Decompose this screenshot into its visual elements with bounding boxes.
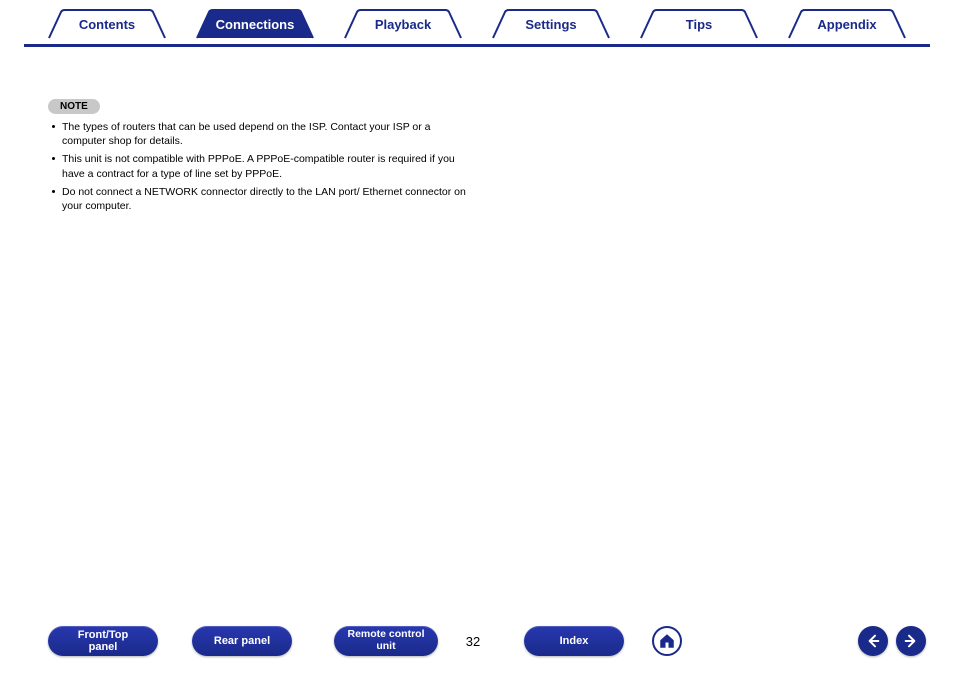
rear-panel-button[interactable]: Rear panel: [192, 626, 292, 656]
tabs-underline: [24, 44, 930, 47]
pill-label: Front/Top panel: [78, 629, 129, 653]
top-tabs: Contents Connections Playback Settings T…: [0, 6, 954, 46]
arrow-right-icon: [903, 633, 919, 649]
front-top-panel-button[interactable]: Front/Top panel: [48, 626, 158, 656]
note-list: The types of routers that can be used de…: [48, 120, 468, 213]
pill-label: Remote control unit: [347, 629, 424, 652]
page-number: 32: [458, 634, 488, 649]
nav-arrows: [858, 621, 926, 661]
note-section: NOTE The types of routers that can be us…: [48, 96, 468, 217]
next-page-button[interactable]: [896, 626, 926, 656]
tab-label: Contents: [37, 8, 177, 40]
index-button[interactable]: Index: [524, 626, 624, 656]
tab-connections[interactable]: Connections: [185, 8, 325, 40]
home-button[interactable]: [652, 626, 682, 656]
bottom-bar: Front/Top panel Rear panel Remote contro…: [0, 621, 954, 661]
tab-label: Settings: [481, 8, 621, 40]
tab-label: Appendix: [777, 8, 917, 40]
pill-label: Index: [560, 635, 589, 647]
tab-label: Playback: [333, 8, 473, 40]
tab-playback[interactable]: Playback: [333, 8, 473, 40]
pill-label: Rear panel: [214, 635, 270, 647]
arrow-left-icon: [865, 633, 881, 649]
tab-settings[interactable]: Settings: [481, 8, 621, 40]
remote-control-unit-button[interactable]: Remote control unit: [334, 626, 438, 656]
tab-tips[interactable]: Tips: [629, 8, 769, 40]
note-item: The types of routers that can be used de…: [48, 120, 468, 148]
home-icon: [658, 632, 676, 650]
tab-label: Tips: [629, 8, 769, 40]
note-item: This unit is not compatible with PPPoE. …: [48, 152, 468, 180]
tab-label: Connections: [185, 8, 325, 40]
prev-page-button[interactable]: [858, 626, 888, 656]
note-item: Do not connect a NETWORK connector direc…: [48, 185, 468, 213]
tab-contents[interactable]: Contents: [37, 8, 177, 40]
tab-appendix[interactable]: Appendix: [777, 8, 917, 40]
note-badge: NOTE: [48, 99, 100, 114]
